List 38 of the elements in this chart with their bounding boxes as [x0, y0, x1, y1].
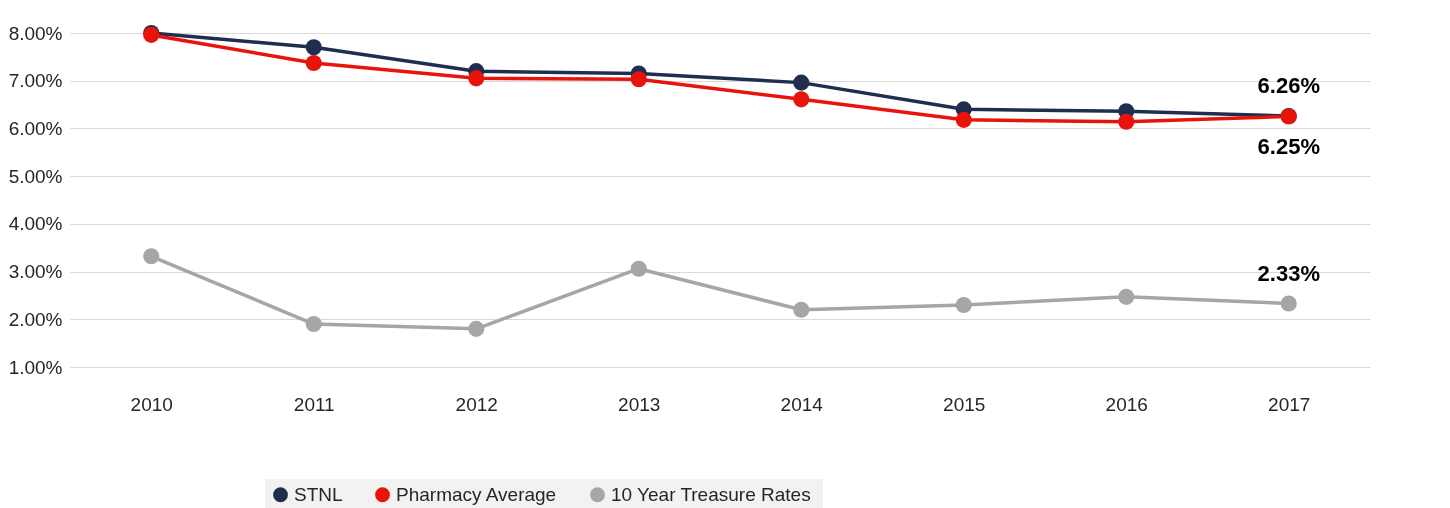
point [955, 111, 972, 128]
point [305, 55, 322, 72]
point [630, 71, 647, 88]
point [143, 248, 160, 265]
y-tick-label: 6.00% [8, 117, 63, 139]
x-tick-label: 2016 [1105, 393, 1148, 415]
point [305, 39, 322, 56]
y-tick-label: 7.00% [8, 70, 63, 92]
data-label: 6.26% [1257, 73, 1320, 99]
y-tick-label: 3.00% [8, 261, 63, 283]
legend-label: STNL [294, 483, 343, 505]
x-tick-label: 2010 [130, 393, 173, 415]
point [793, 91, 810, 108]
point [468, 320, 485, 337]
y-tick-label: 4.00% [8, 213, 63, 235]
legend-label: Pharmacy Average [396, 483, 557, 505]
point [468, 70, 485, 87]
x-tick-label: 2013 [618, 393, 661, 415]
y-tick-label: 1.00% [8, 356, 63, 378]
y-tick-label: 8.00% [8, 22, 63, 44]
x-tick-label: 2014 [780, 393, 824, 415]
point [1118, 288, 1135, 305]
legend-label: 10 Year Treasure Rates [611, 483, 811, 505]
point [630, 260, 647, 277]
x-tick-label: 2011 [293, 393, 335, 415]
point [1280, 295, 1297, 312]
y-tick-label: 5.00% [8, 165, 63, 187]
point [793, 301, 810, 318]
x-tick-label: 2012 [455, 393, 498, 415]
point [955, 296, 972, 314]
point [793, 74, 810, 91]
x-tick-label: 2017 [1268, 393, 1311, 415]
data-label: 2.33% [1257, 260, 1320, 286]
point [305, 316, 322, 333]
data-label: 6.25% [1257, 133, 1320, 159]
y-tick-label: 2.00% [8, 308, 63, 330]
point [1118, 113, 1135, 130]
x-tick-label: 2015 [943, 393, 986, 415]
